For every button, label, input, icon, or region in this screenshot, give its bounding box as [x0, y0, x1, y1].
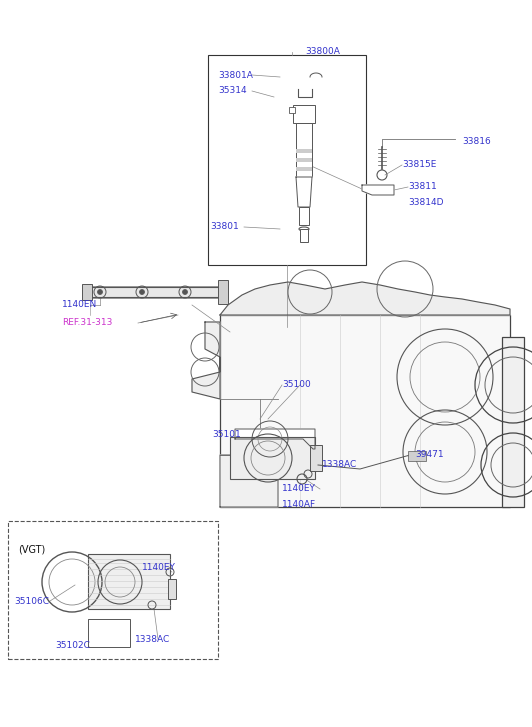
- Text: 1338AC: 1338AC: [135, 635, 170, 643]
- Polygon shape: [220, 317, 510, 489]
- Text: 1140EY: 1140EY: [282, 484, 316, 494]
- Bar: [230, 437, 315, 479]
- Polygon shape: [220, 455, 278, 507]
- Text: 1338AC: 1338AC: [322, 460, 358, 470]
- Polygon shape: [220, 282, 510, 315]
- Text: 33815E: 33815E: [402, 161, 436, 169]
- Bar: [296, 149, 312, 153]
- Bar: [296, 158, 312, 162]
- Text: 33814D: 33814D: [408, 198, 444, 207]
- Bar: [310, 445, 322, 471]
- Bar: [218, 280, 228, 304]
- Bar: [296, 167, 312, 171]
- Bar: [168, 579, 176, 599]
- Bar: [502, 337, 524, 507]
- Polygon shape: [192, 322, 220, 399]
- Bar: [220, 315, 510, 507]
- Circle shape: [97, 289, 103, 294]
- Text: REF.31-313: REF.31-313: [62, 318, 112, 327]
- Ellipse shape: [299, 227, 309, 231]
- Text: 33811: 33811: [408, 182, 437, 191]
- Bar: [289, 107, 295, 113]
- Text: 33801A: 33801A: [218, 71, 253, 79]
- Text: 1140AF: 1140AF: [282, 500, 316, 510]
- Bar: [88, 619, 130, 647]
- Polygon shape: [235, 429, 315, 449]
- Text: 35102C: 35102C: [55, 640, 90, 649]
- Bar: [88, 554, 170, 609]
- Bar: [8, 521, 218, 659]
- Polygon shape: [220, 489, 510, 507]
- Text: 39471: 39471: [415, 451, 444, 459]
- Text: 1140EY: 1140EY: [142, 563, 176, 571]
- Polygon shape: [296, 177, 312, 207]
- Bar: [408, 451, 426, 461]
- Bar: [208, 55, 366, 265]
- Polygon shape: [362, 185, 394, 195]
- Text: 1140EN: 1140EN: [62, 300, 97, 310]
- Bar: [300, 229, 308, 242]
- Text: 35100: 35100: [282, 380, 311, 390]
- Bar: [88, 287, 222, 297]
- Text: 33800A: 33800A: [305, 47, 340, 57]
- Bar: [299, 207, 309, 225]
- Text: 35314: 35314: [218, 87, 247, 95]
- Circle shape: [182, 289, 187, 294]
- Text: 33801: 33801: [210, 222, 239, 231]
- Text: 35106C: 35106C: [14, 596, 49, 606]
- Circle shape: [139, 289, 145, 294]
- Bar: [293, 105, 315, 123]
- Text: 35101: 35101: [212, 430, 241, 440]
- Bar: [296, 123, 312, 177]
- Text: 33816: 33816: [462, 137, 491, 147]
- Text: (VGT): (VGT): [18, 544, 45, 554]
- Bar: [82, 284, 92, 300]
